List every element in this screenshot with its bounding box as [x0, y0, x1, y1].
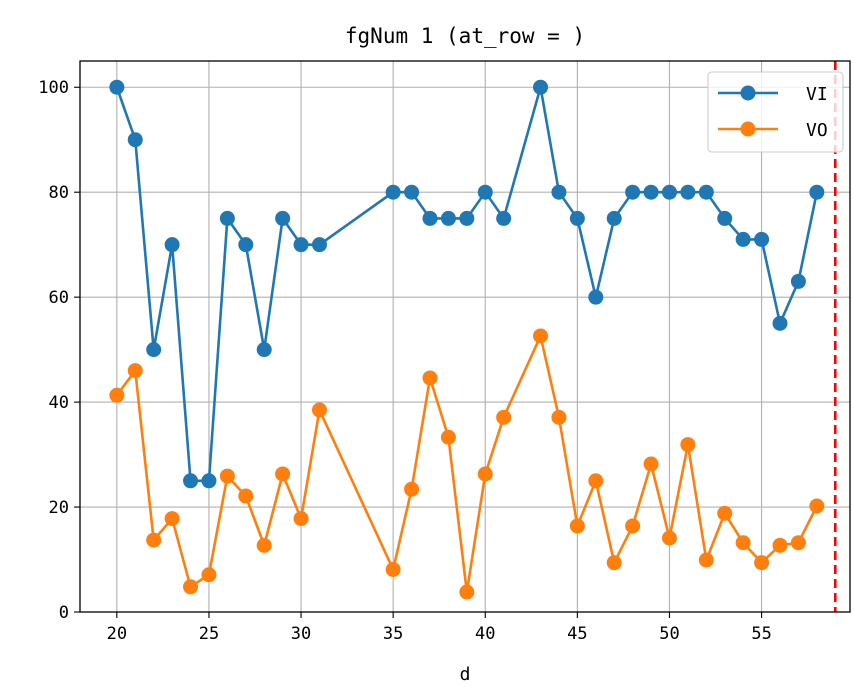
series-vi	[109, 79, 825, 489]
series-layer	[109, 79, 825, 600]
data-point-vi	[680, 184, 696, 200]
data-point-vo	[146, 532, 162, 548]
series-vo	[109, 328, 825, 600]
data-point-vo	[735, 535, 751, 551]
data-point-vi	[717, 210, 733, 226]
data-point-vo	[201, 567, 217, 583]
data-point-vo	[275, 466, 291, 482]
data-point-vo	[717, 505, 733, 521]
data-point-vi	[772, 315, 788, 331]
data-point-vo	[164, 511, 180, 527]
data-point-vi	[533, 79, 549, 95]
data-point-vi	[643, 184, 659, 200]
x-tick-label: 35	[383, 624, 403, 644]
data-point-vi	[698, 184, 714, 200]
data-point-vi	[790, 273, 806, 289]
x-axis-label: d	[460, 664, 471, 685]
data-point-vo	[551, 409, 567, 425]
data-point-vi	[809, 184, 825, 200]
y-tick-label: 40	[49, 393, 69, 413]
data-point-vo	[680, 437, 696, 453]
data-point-vi	[127, 132, 143, 148]
data-point-vi	[404, 184, 420, 200]
data-point-vo	[625, 518, 641, 534]
data-point-vo	[661, 530, 677, 546]
data-point-vi	[477, 184, 493, 200]
data-point-vi	[588, 289, 604, 305]
data-point-vi	[256, 342, 272, 358]
data-point-vo	[109, 387, 125, 403]
data-point-vi	[275, 210, 291, 226]
data-point-vi	[459, 210, 475, 226]
data-point-vo	[643, 456, 659, 472]
x-tick-label: 40	[475, 624, 495, 644]
y-tick-label: 0	[59, 603, 69, 623]
chart-title: fgNum 1 (at_row = )	[345, 24, 585, 48]
data-point-vo	[238, 488, 254, 504]
legend-marker-vi	[740, 85, 756, 101]
data-point-vi	[440, 210, 456, 226]
legend-label-vo: VO	[806, 120, 828, 141]
y-tick-label: 60	[49, 288, 69, 308]
data-point-vo	[385, 561, 401, 577]
x-tick-label: 55	[751, 624, 771, 644]
data-point-vi	[754, 231, 770, 247]
data-point-vi	[219, 210, 235, 226]
data-point-vo	[183, 579, 199, 595]
data-point-vo	[588, 473, 604, 489]
axis-ticks: 20 25 30 35 40 45 50 55 0 20 40 60 80 100	[38, 78, 772, 644]
data-point-vi	[385, 184, 401, 200]
data-point-vo	[127, 363, 143, 379]
data-point-vi	[238, 237, 254, 253]
y-tick-label: 80	[49, 183, 69, 203]
x-tick-label: 20	[107, 624, 127, 644]
data-point-vo	[256, 537, 272, 553]
legend: VI VO	[707, 71, 844, 153]
data-point-vo	[404, 481, 420, 497]
data-point-vo	[422, 370, 438, 386]
data-point-vi	[496, 210, 512, 226]
data-point-vo	[809, 498, 825, 514]
data-point-vo	[293, 511, 309, 527]
x-tick-label: 25	[199, 624, 219, 644]
data-point-vo	[533, 328, 549, 344]
data-point-vi	[606, 210, 622, 226]
plot-frame	[79, 60, 851, 613]
data-point-vo	[219, 468, 235, 484]
data-point-vi	[625, 184, 641, 200]
data-point-vo	[496, 409, 512, 425]
data-point-vi	[311, 237, 327, 253]
data-point-vo	[606, 555, 622, 571]
data-point-vi	[735, 231, 751, 247]
data-point-vo	[440, 429, 456, 445]
data-point-vi	[146, 342, 162, 358]
data-point-vi	[661, 184, 677, 200]
data-point-vo	[790, 535, 806, 551]
data-point-vi	[201, 473, 217, 489]
data-point-vi	[293, 237, 309, 253]
data-point-vi	[183, 473, 199, 489]
x-tick-label: 50	[659, 624, 679, 644]
data-point-vi	[551, 184, 567, 200]
x-tick-label: 30	[291, 624, 311, 644]
data-point-vo	[459, 584, 475, 600]
data-point-vi	[422, 210, 438, 226]
data-point-vo	[477, 466, 493, 482]
y-tick-label: 20	[49, 498, 69, 518]
data-point-vo	[754, 555, 770, 571]
data-point-vi	[109, 79, 125, 95]
x-tick-label: 45	[567, 624, 587, 644]
data-point-vi	[569, 210, 585, 226]
data-point-vo	[772, 537, 788, 553]
data-point-vo	[698, 552, 714, 568]
legend-marker-vo	[740, 121, 756, 137]
y-tick-label: 100	[38, 78, 69, 98]
data-point-vo	[569, 518, 585, 534]
legend-label-vi: VI	[806, 84, 828, 105]
data-point-vo	[311, 402, 327, 418]
data-point-vi	[164, 237, 180, 253]
